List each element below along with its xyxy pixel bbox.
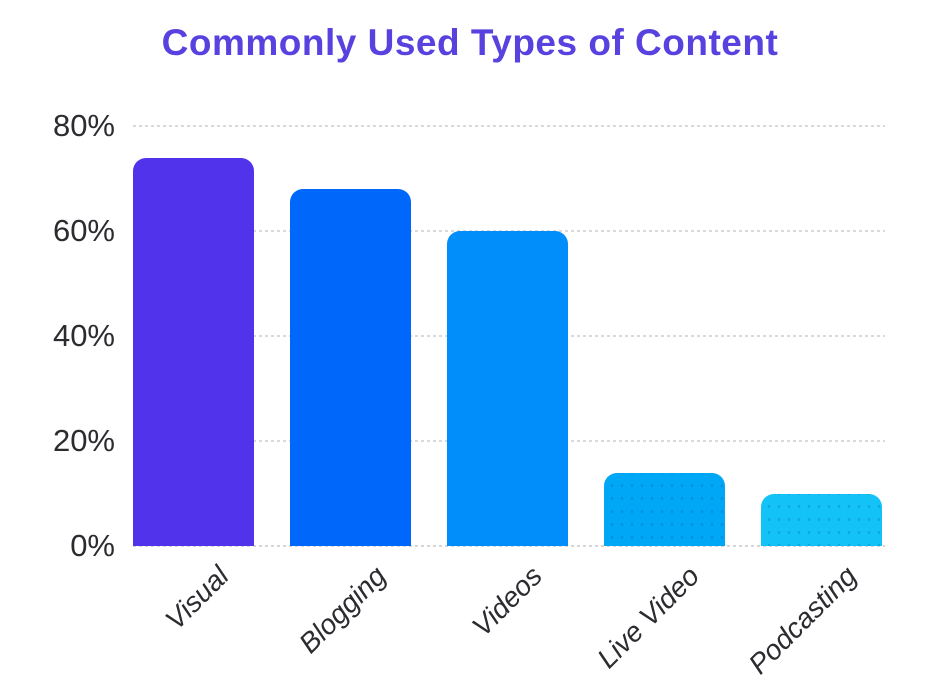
bar-blogging	[290, 189, 411, 546]
x-axis-label: Blogging	[292, 560, 392, 659]
y-tick-label: 40%	[52, 318, 115, 353]
y-tick-label: 60%	[52, 213, 115, 248]
x-axis-label: Visual	[158, 560, 235, 636]
gridline-80	[133, 125, 885, 127]
chart-title: Commonly Used Types of Content	[161, 22, 779, 63]
x-axis-baseline	[133, 545, 885, 547]
bar-podcasting	[761, 493, 882, 546]
x-axis-label: Videos	[466, 560, 549, 643]
bar-live-video	[604, 472, 725, 546]
bar-videos	[447, 231, 568, 546]
x-axis-label: Live Video	[591, 560, 706, 675]
bar-visual	[133, 157, 254, 546]
y-tick-label: 0%	[70, 528, 115, 563]
y-tick-label: 80%	[52, 108, 115, 143]
x-axis-label: Podcasting	[742, 560, 863, 680]
y-tick-label: 20%	[52, 423, 115, 458]
